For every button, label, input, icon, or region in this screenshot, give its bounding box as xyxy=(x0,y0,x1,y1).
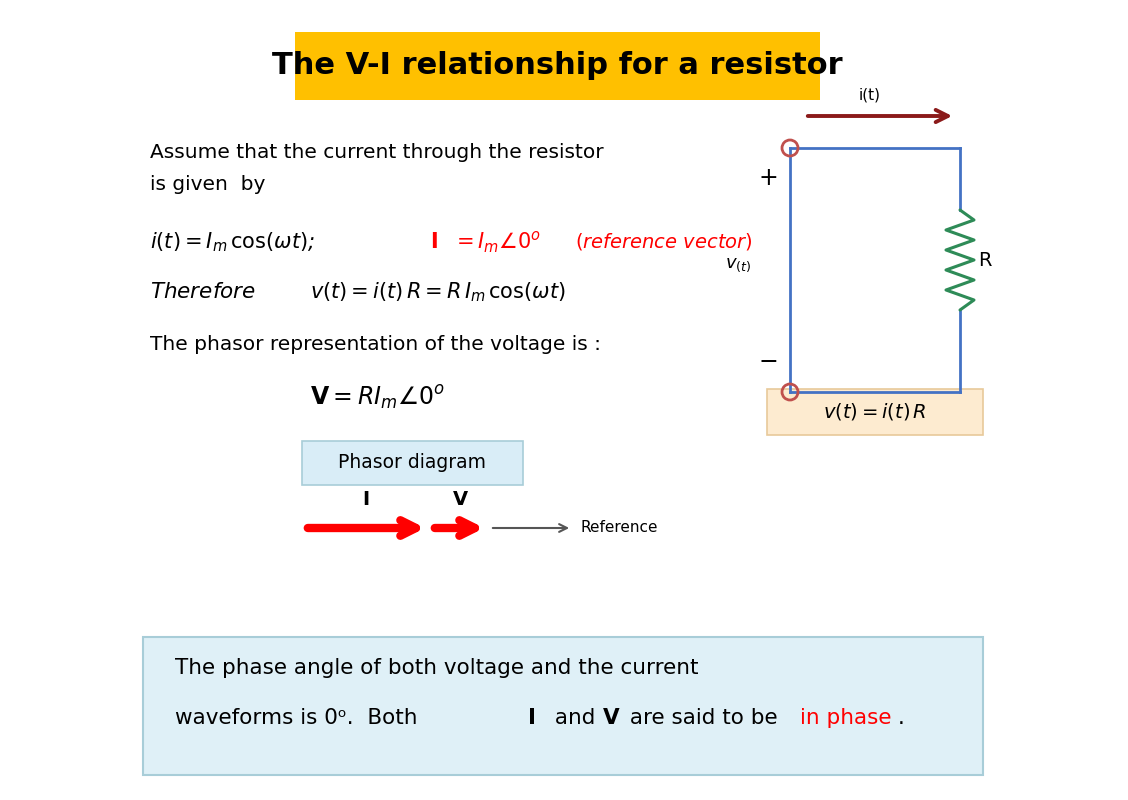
Text: Reference: Reference xyxy=(580,521,658,535)
Text: $\mathbf{I}$: $\mathbf{I}$ xyxy=(362,490,370,509)
Text: .: . xyxy=(898,708,905,728)
Text: I: I xyxy=(528,708,536,728)
FancyBboxPatch shape xyxy=(143,637,982,775)
Text: $i(t) = I_m\,\cos(\omega t)$;: $i(t) = I_m\,\cos(\omega t)$; xyxy=(150,230,315,254)
Text: and: and xyxy=(548,708,602,728)
Text: The phase angle of both voltage and the current: The phase angle of both voltage and the … xyxy=(175,658,698,678)
FancyBboxPatch shape xyxy=(296,32,820,100)
Text: $v_{(t)}$: $v_{(t)}$ xyxy=(725,256,751,274)
Text: is given  by: is given by xyxy=(150,175,265,194)
Text: waveforms is 0ᵒ.  Both: waveforms is 0ᵒ. Both xyxy=(175,708,424,728)
Text: $v(t) = i(t)\,R = R\,I_m\,\cos(\omega t)$: $v(t) = i(t)\,R = R\,I_m\,\cos(\omega t)… xyxy=(310,280,566,304)
Text: R: R xyxy=(978,250,992,270)
FancyBboxPatch shape xyxy=(302,441,523,485)
Text: Assume that the current through the resistor: Assume that the current through the resi… xyxy=(150,142,603,162)
Text: The V-I relationship for a resistor: The V-I relationship for a resistor xyxy=(272,51,843,81)
Text: +: + xyxy=(758,166,778,190)
Text: −: − xyxy=(758,350,778,374)
Text: in phase: in phase xyxy=(800,708,891,728)
Text: Phasor diagram: Phasor diagram xyxy=(338,454,486,473)
Text: $= I_m\angle 0^o$: $= I_m\angle 0^o$ xyxy=(452,230,541,254)
Text: The phasor representation of the voltage is :: The phasor representation of the voltage… xyxy=(150,335,601,354)
Text: $\mathbf{I}$: $\mathbf{I}$ xyxy=(430,232,438,252)
Text: are said to be: are said to be xyxy=(623,708,784,728)
Text: $\mathit{Therefore}$: $\mathit{Therefore}$ xyxy=(150,282,256,302)
Text: $\mathbf{V} = RI_m\angle 0^o$: $\mathbf{V} = RI_m\angle 0^o$ xyxy=(310,384,446,412)
FancyBboxPatch shape xyxy=(767,389,982,435)
Text: i(t): i(t) xyxy=(860,87,881,102)
Text: V: V xyxy=(603,708,619,728)
Text: $(reference\ vector)$: $(reference\ vector)$ xyxy=(575,231,752,253)
Text: $\mathbf{V}$: $\mathbf{V}$ xyxy=(451,490,468,509)
Text: $v(t) = i(t)\,R$: $v(t) = i(t)\,R$ xyxy=(823,402,927,422)
